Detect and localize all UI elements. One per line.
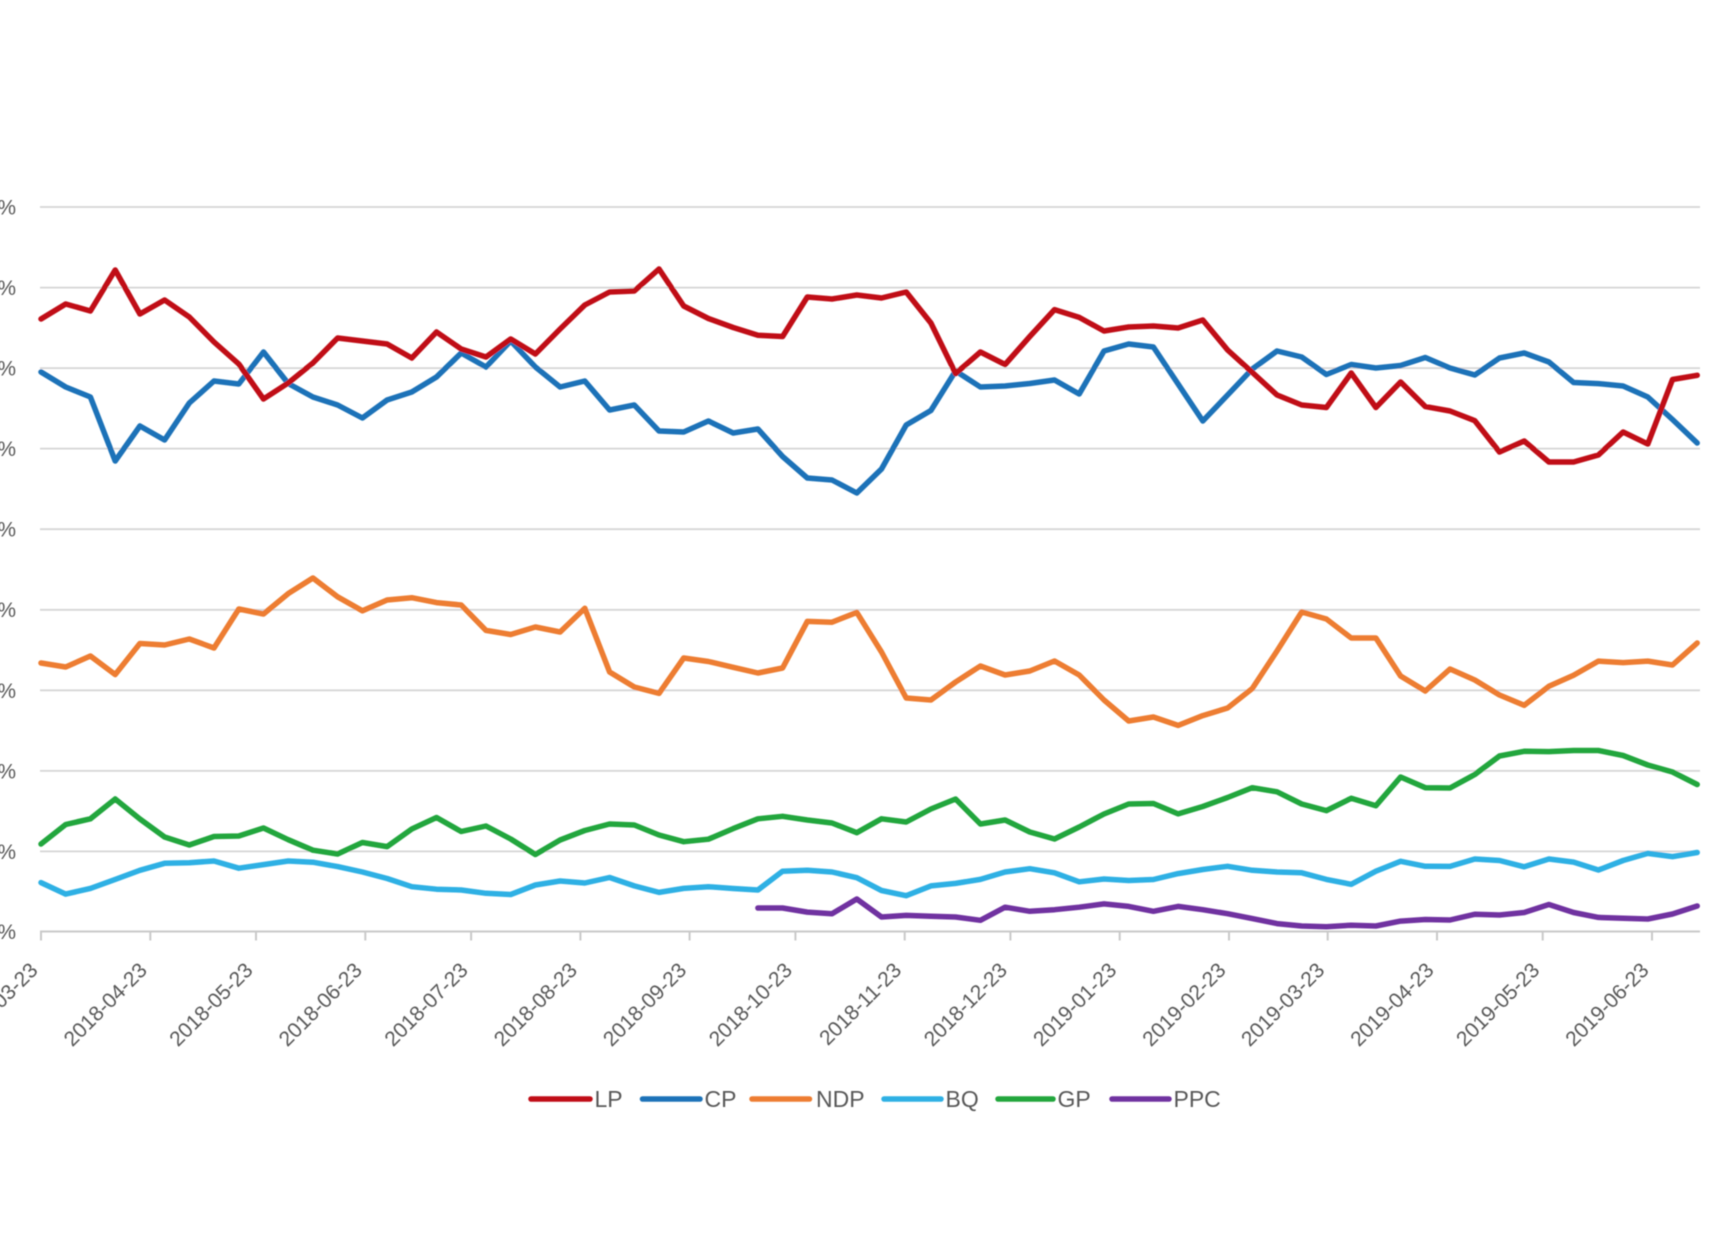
svg-text:0.00%: 0.00% xyxy=(0,277,16,300)
svg-text:0.00%: 0.00% xyxy=(0,519,16,542)
svg-text:0.00%: 0.00% xyxy=(0,197,16,220)
svg-text:NDP: NDP xyxy=(816,1086,865,1112)
svg-text:0.00%: 0.00% xyxy=(0,680,16,703)
svg-text:GP: GP xyxy=(1058,1086,1091,1112)
svg-text:0.00%: 0.00% xyxy=(0,599,16,622)
svg-text:0.00%: 0.00% xyxy=(0,841,16,864)
svg-text:0.00%: 0.00% xyxy=(0,358,16,381)
svg-text:0.00%: 0.00% xyxy=(0,921,16,944)
svg-text:0.00%: 0.00% xyxy=(0,438,16,461)
svg-text:0.00%: 0.00% xyxy=(0,760,16,783)
svg-text:BQ: BQ xyxy=(946,1086,979,1112)
svg-text:CP: CP xyxy=(705,1086,737,1112)
svg-text:PPC: PPC xyxy=(1174,1086,1221,1112)
svg-text:LP: LP xyxy=(595,1086,623,1112)
